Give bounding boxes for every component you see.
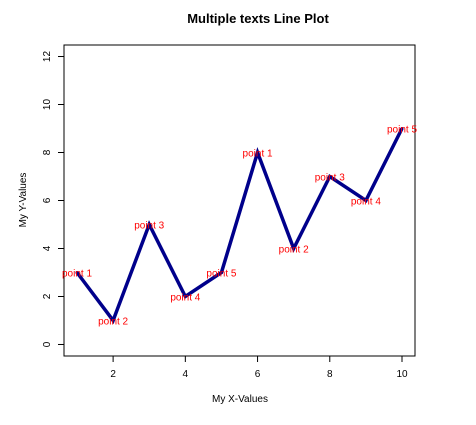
point-label: point 3 — [315, 173, 345, 184]
point-label: point 1 — [62, 268, 92, 279]
x-tick-label: 6 — [255, 369, 261, 380]
x-tick-label: 8 — [327, 369, 333, 380]
data-point — [292, 246, 296, 250]
y-tick-label: 10 — [42, 99, 53, 111]
data-point — [183, 294, 187, 298]
point-label: point 2 — [279, 244, 309, 255]
point-label: point 3 — [134, 220, 164, 231]
y-axis: 0 2 4 6 8 10 12 — [42, 51, 64, 347]
x-axis: 2 4 6 8 10 — [110, 356, 408, 380]
point-label: point 5 — [206, 268, 236, 279]
point-label: point 4 — [170, 292, 200, 303]
y-tick-label: 0 — [42, 341, 53, 347]
x-tick-label: 2 — [110, 369, 116, 380]
y-tick-label: 2 — [42, 293, 53, 299]
x-tick-label: 10 — [396, 369, 408, 380]
data-point — [364, 199, 368, 202]
point-label: point 1 — [243, 149, 273, 160]
data-point — [400, 127, 404, 131]
x-axis-label: My X-Values — [212, 394, 268, 405]
data-point — [256, 151, 260, 155]
point-label: point 2 — [98, 316, 128, 327]
point-label: point 5 — [387, 125, 417, 136]
y-tick-label: 12 — [42, 51, 53, 63]
y-tick-label: 6 — [42, 197, 53, 203]
y-tick-label: 4 — [42, 245, 53, 251]
point-label: point 4 — [351, 197, 381, 208]
series-layer — [75, 127, 404, 325]
data-point — [147, 222, 151, 226]
data-point — [328, 175, 332, 179]
y-axis-label: My Y-Values — [18, 173, 29, 228]
x-tick-label: 4 — [183, 369, 189, 380]
data-point — [75, 270, 79, 274]
series-line — [75, 127, 404, 325]
point-labels: point 1 point 2 point 3 point 4 point 5 point… — [62, 125, 417, 328]
chart-title: Multiple texts Line Plot — [187, 11, 329, 26]
data-point — [219, 270, 223, 274]
data-point — [111, 318, 115, 322]
y-tick-label: 8 — [42, 149, 53, 155]
